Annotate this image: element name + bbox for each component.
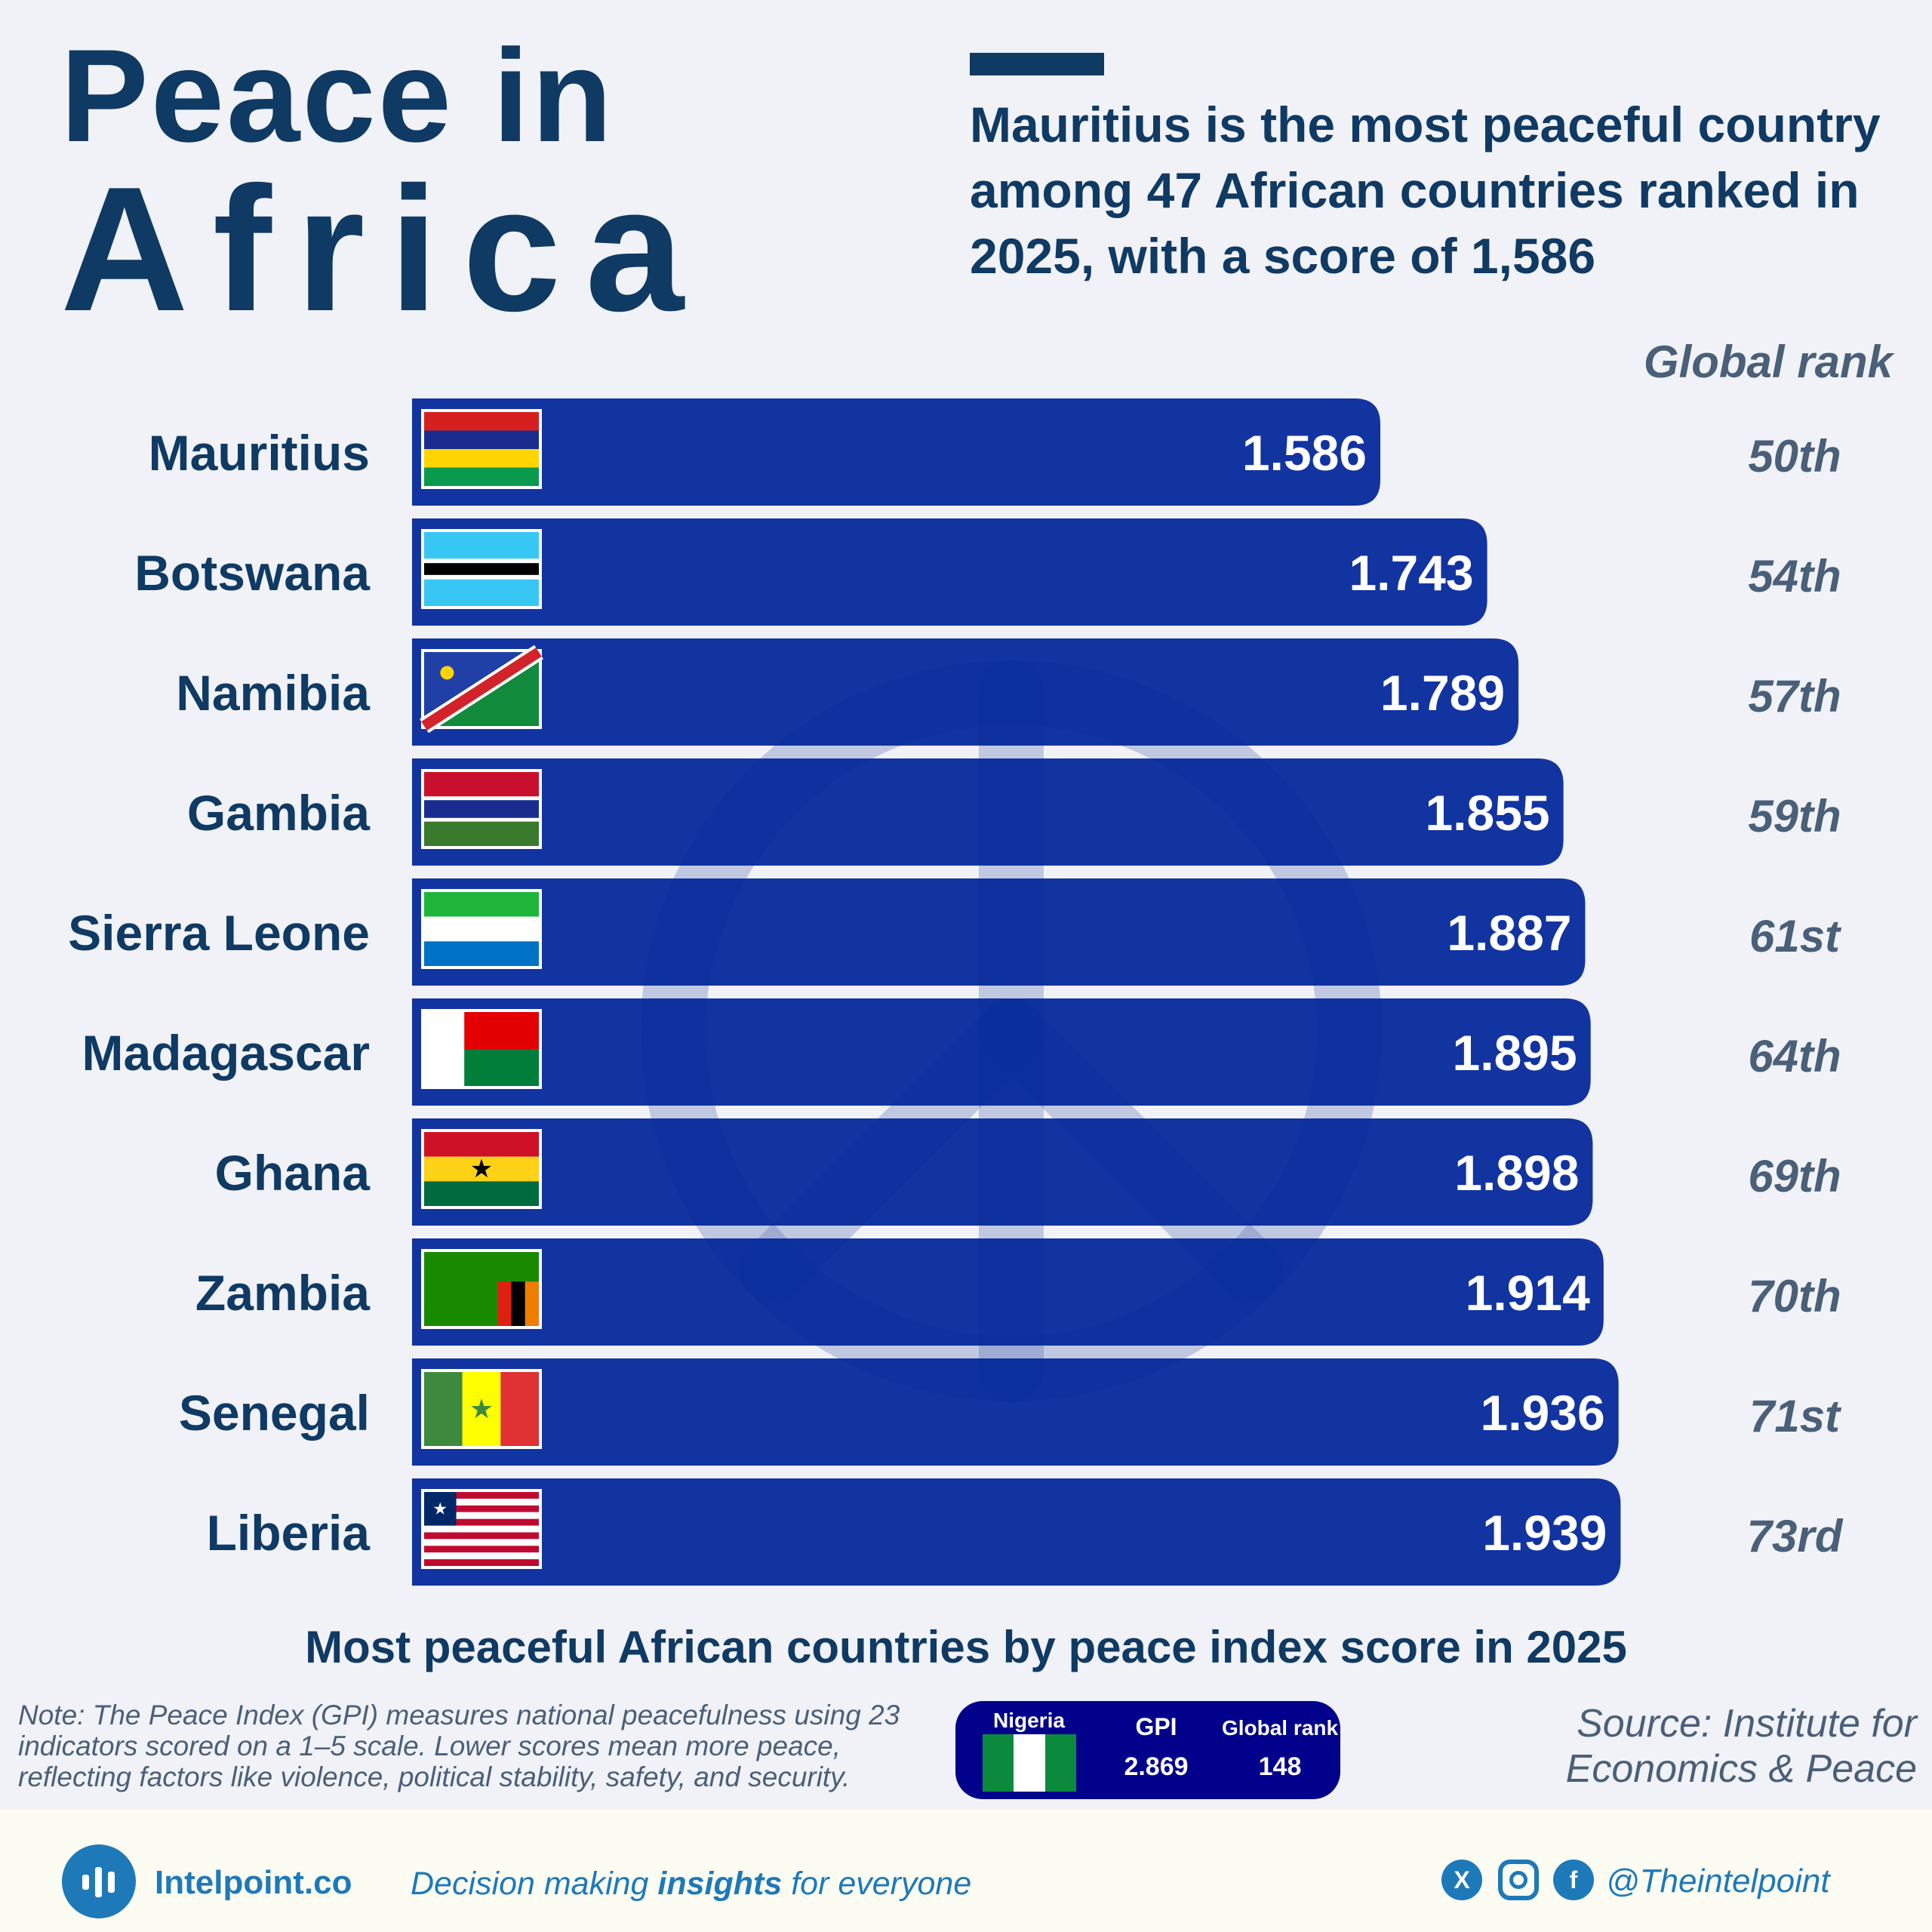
bar-mauritius: [412, 398, 1380, 506]
bar-ghana: [412, 1118, 1593, 1226]
flag-senegal-icon: ★: [421, 1369, 542, 1449]
flag-sierra-leone-icon: [421, 889, 542, 969]
value-label-senegal: 1.936: [1481, 1385, 1605, 1441]
bar-zambia: [412, 1238, 1604, 1346]
value-label-liberia: 1.939: [1482, 1505, 1607, 1561]
global-rank-senegal: 71st: [1749, 1391, 1842, 1441]
bar-gambia: [412, 758, 1564, 866]
flag-madagascar-icon: [421, 1009, 542, 1089]
svg-text:★: ★: [469, 1393, 494, 1424]
chart-title: Most peaceful African countries by peace…: [305, 1622, 1627, 1672]
bar-senegal: [412, 1358, 1619, 1466]
bar-sierra-leone: [412, 878, 1586, 986]
accent-bar: [970, 53, 1104, 75]
headline: Mauritius is the most peaceful country a…: [970, 97, 1881, 284]
bar-namibia: [412, 638, 1519, 746]
value-label-sierra-leone: 1.887: [1447, 905, 1571, 961]
title-line-1: Peace in: [60, 23, 615, 170]
svg-text:★: ★: [470, 1155, 493, 1183]
badge-gpi-label: GPI: [1135, 1713, 1177, 1740]
global-rank-ghana: 69th: [1748, 1151, 1841, 1201]
global-rank-namibia: 57th: [1748, 671, 1841, 721]
global-rank-mauritius: 50th: [1748, 431, 1841, 481]
value-label-gambia: 1.855: [1425, 785, 1549, 841]
tagline-start: Decision making: [411, 1866, 658, 1902]
footer: Intelpoint.co Decision making insights f…: [0, 1810, 1932, 1932]
value-label-namibia: 1.789: [1380, 665, 1505, 721]
global-rank-madagascar: 64th: [1748, 1031, 1841, 1081]
value-label-ghana: 1.898: [1454, 1145, 1579, 1201]
badge-rank-value: 148: [1258, 1752, 1302, 1781]
country-label-senegal: Senegal: [179, 1385, 370, 1441]
flag-botswana-icon: [421, 529, 542, 609]
tagline-bold: insights: [657, 1866, 783, 1902]
country-label-zambia: Zambia: [195, 1265, 371, 1321]
badge-country: Nigeria: [993, 1709, 1065, 1732]
bar-chart: Mauritius 1.586 50th Botswana 1.743 54th Namib…: [68, 398, 1844, 1586]
global-rank-header: Global rank: [1643, 337, 1893, 387]
nigeria-flag-icon: [983, 1734, 1076, 1792]
title-line-2: Africa: [60, 149, 709, 348]
svg-text:★: ★: [432, 1499, 448, 1518]
global-rank-botswana: 54th: [1748, 551, 1841, 601]
country-label-gambia: Gambia: [187, 785, 371, 841]
country-label-namibia: Namibia: [176, 665, 371, 721]
badge-gpi-value: 2.869: [1124, 1752, 1189, 1781]
flag-namibia-icon: [420, 645, 543, 734]
footnote: Note: The Peace Index (GPI) measures nat…: [18, 1700, 900, 1792]
flag-zambia-icon: [421, 1249, 542, 1329]
value-label-madagascar: 1.895: [1453, 1025, 1577, 1081]
instagram-icon[interactable]: [1498, 1860, 1539, 1900]
country-label-madagascar: Madagascar: [82, 1025, 370, 1081]
global-rank-zambia: 70th: [1748, 1271, 1841, 1321]
country-label-botswana: Botswana: [134, 545, 371, 601]
badge-rank-label: Global rank: [1221, 1716, 1339, 1740]
value-label-botswana: 1.743: [1349, 545, 1473, 601]
tagline-end: for everyone: [782, 1866, 972, 1902]
value-label-mauritius: 1.586: [1242, 425, 1367, 481]
bar-madagascar: [412, 998, 1591, 1106]
value-label-zambia: 1.914: [1466, 1265, 1590, 1321]
nigeria-badge: Nigeria GPI 2.869 Global rank 148: [955, 1701, 1340, 1799]
country-label-liberia: Liberia: [207, 1505, 371, 1561]
social-handle[interactable]: @Theintelpoint: [1606, 1863, 1830, 1900]
global-rank-sierra-leone: 61st: [1749, 911, 1842, 961]
bar-botswana: [412, 518, 1487, 626]
site-link[interactable]: Intelpoint.co: [155, 1864, 352, 1901]
bar-liberia: [412, 1478, 1621, 1586]
global-rank-gambia: 59th: [1748, 791, 1841, 841]
flag-mauritius-icon: [421, 409, 542, 489]
facebook-icon[interactable]: f: [1553, 1860, 1594, 1900]
country-label-mauritius: Mauritius: [149, 425, 370, 481]
source-credit: Source: Institute for Economics & Peace: [1565, 1702, 1917, 1791]
x-icon[interactable]: X: [1441, 1860, 1482, 1900]
flag-liberia-icon: ★: [421, 1489, 542, 1569]
intelpoint-logo-icon: [62, 1844, 136, 1918]
tagline: Decision making insights for everyone: [411, 1866, 971, 1903]
global-rank-liberia: 73rd: [1747, 1511, 1844, 1561]
flag-gambia-icon: [421, 769, 542, 849]
flag-ghana-icon: ★: [421, 1129, 542, 1209]
country-label-sierra-leone: Sierra Leone: [68, 905, 370, 961]
country-label-ghana: Ghana: [215, 1145, 371, 1201]
